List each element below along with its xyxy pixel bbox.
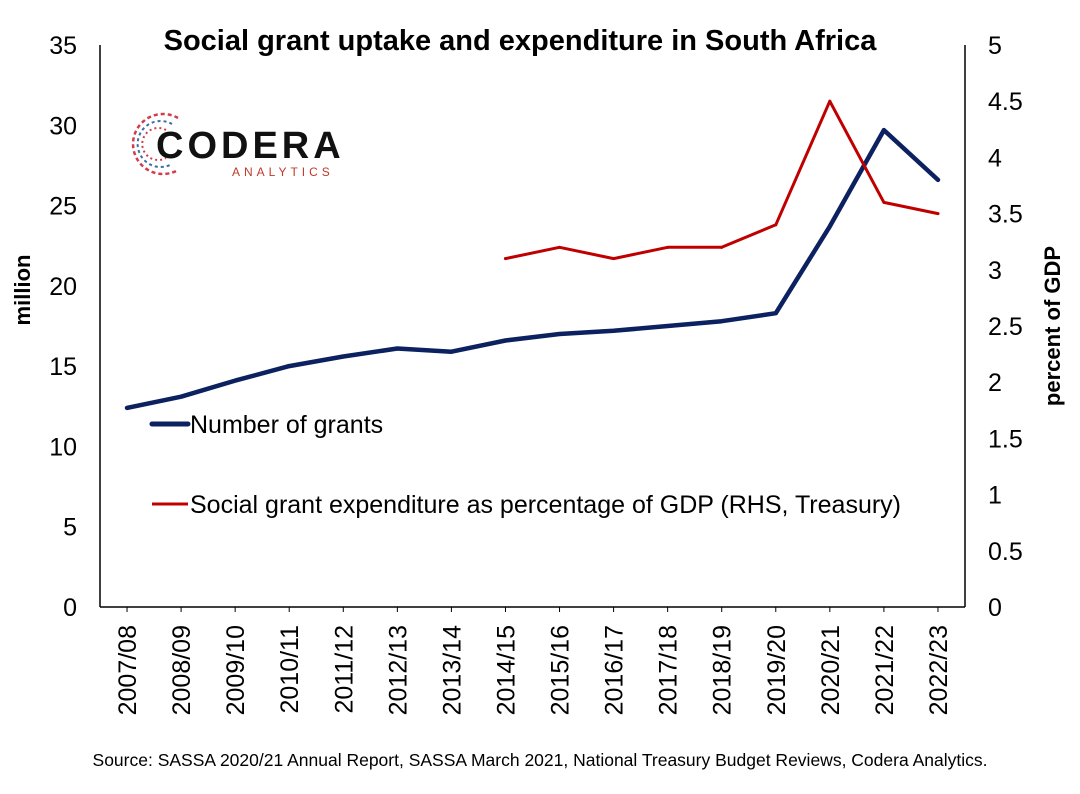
x-tick-label: 2022/23: [925, 625, 953, 715]
data-point-grants: [233, 379, 237, 383]
logo-wordmark: CODERA: [156, 125, 345, 167]
data-point-grants: [395, 346, 399, 350]
data-point-expenditure: [936, 212, 940, 216]
x-tick-label: 2021/22: [871, 625, 899, 715]
x-tick-label: 2011/12: [330, 625, 358, 714]
right-y-tick-labels: 0 0.5 1 1.5 2 2.5 3 3.5 4 4.5 5: [988, 32, 1023, 622]
data-point-expenditure: [828, 99, 832, 103]
left-y-tick-label: 25: [49, 193, 77, 221]
data-point-expenditure: [720, 245, 724, 249]
data-point-expenditure: [612, 257, 616, 261]
legend: Number of grants Social grant expenditur…: [149, 411, 901, 519]
data-point-grants: [341, 355, 345, 359]
data-point-grants: [503, 338, 507, 342]
source-note: Source: SASSA 2020/21 Annual Report, SAS…: [92, 750, 988, 770]
right-y-tick-label: 1.5: [988, 425, 1023, 453]
right-y-tick-label: 1: [988, 482, 1002, 510]
x-tick-label: 2015/16: [547, 625, 575, 715]
left-y-tick-label: 35: [49, 32, 77, 60]
right-y-tick-label: 2: [988, 369, 1002, 397]
right-y-tick-label: 2.5: [988, 313, 1023, 341]
x-tick-label: 2017/18: [655, 625, 683, 715]
x-tick-label: 2009/10: [222, 625, 250, 715]
right-y-tick-label: 0.5: [988, 538, 1023, 566]
right-y-tick-label: 3: [988, 257, 1002, 285]
codera-logo-mark: [131, 112, 179, 176]
data-point-grants: [125, 406, 129, 410]
left-y-tick-labels: 0 5 10 15 20 25 30 35: [49, 32, 77, 622]
series-line-expenditure: [504, 99, 940, 261]
legend-label-expenditure: Social grant expenditure as percentage o…: [190, 491, 901, 519]
data-point-grants: [612, 329, 616, 333]
data-point-expenditure: [666, 245, 670, 249]
logo-subtitle: ANALYTICS: [232, 165, 334, 179]
data-point-grants: [720, 319, 724, 323]
right-y-tick-label: 3.5: [988, 201, 1023, 229]
data-point-grants: [179, 395, 183, 399]
chart-title: Social grant uptake and expenditure in S…: [164, 25, 878, 57]
data-point-grants: [774, 311, 778, 315]
x-tick-label: 2012/13: [384, 625, 412, 715]
x-tick-label: 2008/09: [168, 625, 196, 715]
data-point-grants: [449, 350, 453, 354]
left-y-tick-label: 10: [49, 433, 77, 461]
x-tick-label: 2007/08: [114, 625, 142, 715]
x-tick-label: 2013/14: [438, 625, 466, 715]
data-point-expenditure: [558, 245, 562, 249]
data-point-grants: [558, 332, 562, 336]
x-tick-label: 2016/17: [601, 625, 629, 715]
x-tick-label: 2010/11: [276, 625, 304, 714]
x-tick-label: 2020/21: [817, 625, 845, 715]
left-y-tick-label: 30: [49, 112, 77, 140]
series-line-grants: [124, 127, 941, 411]
right-y-tick-label: 4.5: [988, 88, 1023, 116]
left-y-tick-label: 5: [63, 514, 77, 542]
data-point-expenditure: [882, 200, 886, 204]
right-axis-title: percent of GDP: [1040, 246, 1065, 406]
left-y-tick-label: 15: [49, 353, 77, 381]
series-layer: [124, 99, 941, 411]
data-point-expenditure: [503, 257, 507, 261]
left-axis-title: million: [10, 255, 35, 326]
right-y-tick-label: 4: [988, 144, 1002, 172]
codera-logo: CODERA ANALYTICS: [131, 112, 345, 179]
data-point-grants: [666, 324, 670, 328]
data-point-expenditure: [774, 223, 778, 227]
data-point-grants: [287, 364, 291, 368]
x-tick-labels: 2007/08 2008/09 2009/10 2010/11 2011/12 2012/…: [114, 607, 953, 715]
data-point-grants: [936, 178, 940, 182]
data-point-grants: [882, 128, 886, 132]
left-y-tick-label: 20: [49, 273, 77, 301]
left-y-tick-label: 0: [63, 594, 77, 622]
legend-label-grants: Number of grants: [190, 411, 383, 439]
data-point-grants: [828, 224, 832, 228]
x-tick-label: 2014/15: [492, 625, 520, 715]
right-y-tick-label: 0: [988, 594, 1002, 622]
x-tick-label: 2019/20: [763, 625, 791, 715]
right-y-tick-label: 5: [988, 32, 1002, 60]
x-tick-label: 2018/19: [709, 625, 737, 715]
